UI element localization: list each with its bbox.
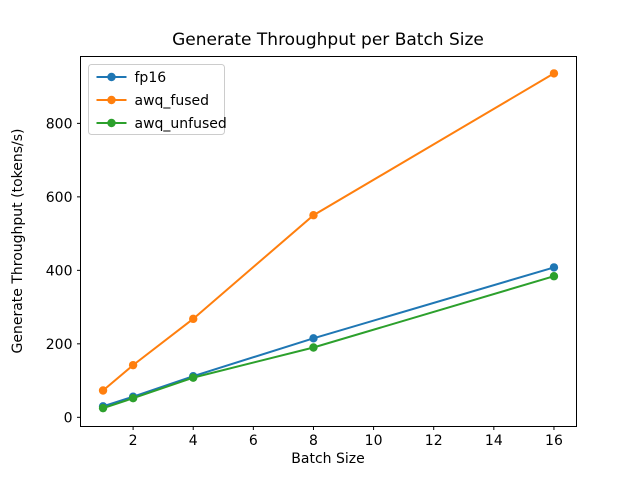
series-marker-awq_fused — [549, 69, 559, 78]
x-axis: 2 4 6 8 10 12 14 16 — [129, 426, 563, 449]
legend-marker — [107, 95, 116, 105]
series-marker-awq_unfused — [309, 343, 318, 352]
series-marker-awq_fused — [189, 314, 198, 324]
chart-title: Generate Throughput per Batch Size — [172, 30, 484, 50]
series-lines — [98, 69, 559, 413]
y-tick-label: 0 — [64, 410, 73, 426]
x-tick-label: 6 — [249, 433, 258, 449]
x-axis-label: Batch Size — [291, 451, 364, 467]
y-tick-label: 800 — [46, 116, 73, 132]
series-marker-fp16 — [309, 334, 318, 343]
y-axis-label: Generate Throughput (tokens/s) — [10, 129, 26, 354]
legend-item-fp16: fp16 — [96, 70, 167, 86]
y-tick-label: 200 — [46, 337, 73, 353]
y-axis: 0 200 400 600 800 — [46, 116, 81, 426]
x-tick-label: 14 — [485, 433, 503, 449]
series-marker-awq_fused — [98, 386, 108, 395]
series-marker-awq_unfused — [128, 394, 138, 403]
series-marker-awq_fused — [128, 360, 138, 370]
legend-item-label: awq_unfused — [135, 116, 227, 132]
legend-item-label: awq_fused — [135, 93, 210, 109]
series-marker-awq_unfused — [549, 272, 559, 281]
series-marker-awq_fused — [309, 211, 318, 220]
legend-frame — [88, 64, 225, 135]
series-marker-awq_unfused — [189, 373, 198, 382]
legend-item-awq_fused: awq_fused — [96, 93, 210, 109]
legend-marker — [107, 72, 116, 82]
y-tick-label: 400 — [46, 263, 73, 279]
series-marker-fp16 — [549, 263, 559, 272]
series-marker-awq_unfused — [98, 403, 108, 413]
x-tick-label: 8 — [309, 433, 318, 449]
x-tick-label: 10 — [365, 433, 383, 449]
x-tick-label: 16 — [545, 433, 563, 449]
x-tick-label: 12 — [425, 433, 443, 449]
y-tick-label: 600 — [46, 190, 73, 206]
x-tick-label: 2 — [129, 433, 138, 449]
legend-item-label: fp16 — [135, 70, 167, 86]
x-tick-label: 4 — [189, 433, 198, 449]
legend: fp16 awq_fused awq_unfused — [88, 64, 227, 135]
legend-marker — [107, 118, 116, 128]
legend-item-awq_unfused: awq_unfused — [96, 116, 227, 132]
